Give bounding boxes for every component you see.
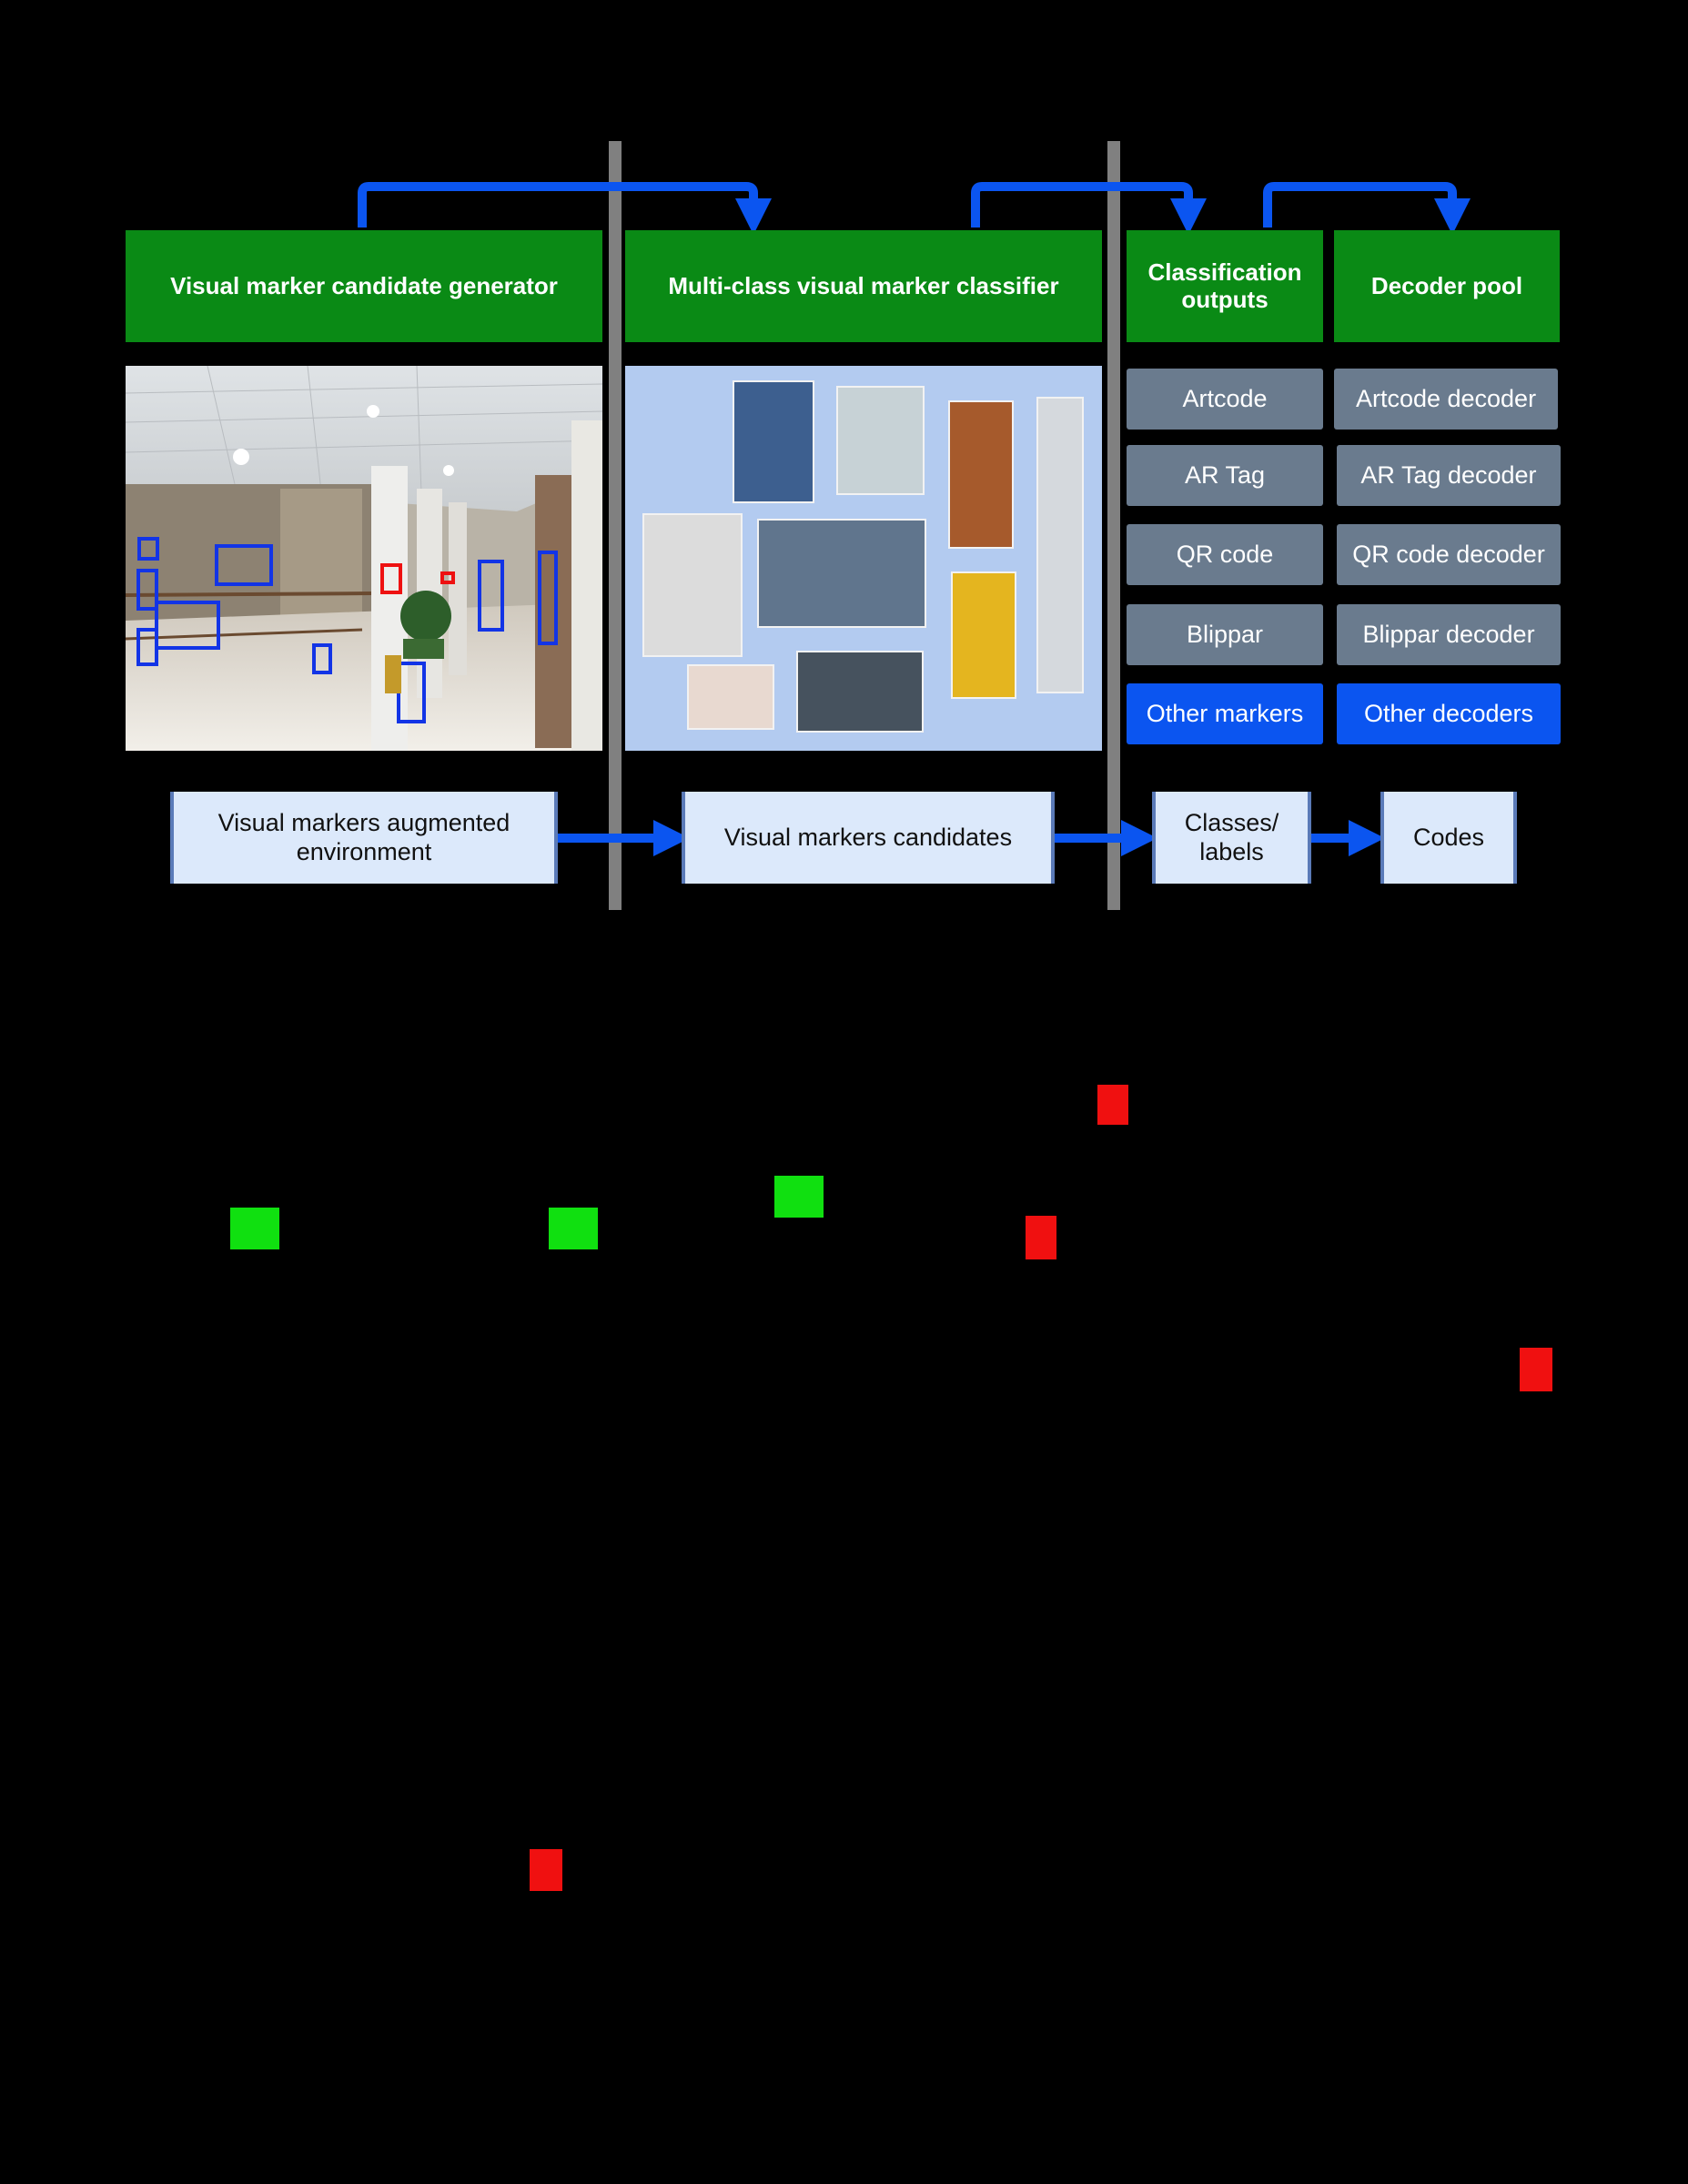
flow-candidates: Visual markers candidates xyxy=(682,792,1055,884)
divider-left xyxy=(609,141,622,910)
decoder-blippar: Blippar decoder xyxy=(1337,604,1561,665)
class-qr-code: QR code xyxy=(1127,524,1323,585)
bracket-arrow-generator-to-classifier xyxy=(358,182,772,235)
decoder-other: Other decoders xyxy=(1337,683,1561,744)
bracket-arrow-outputs-to-decoders xyxy=(1263,182,1471,235)
class-blippar: Blippar xyxy=(1127,604,1323,665)
flow-codes: Codes xyxy=(1380,792,1517,884)
green-marker-tag xyxy=(774,1176,824,1218)
green-marker-tag xyxy=(549,1208,598,1249)
candidate-mural-photo xyxy=(796,651,924,733)
candidate-small-poster xyxy=(687,664,774,730)
decoder-artcode: Artcode decoder xyxy=(1334,369,1558,430)
candidate-green-placard xyxy=(948,400,1014,549)
candidate-collage xyxy=(625,366,1102,751)
divider-right xyxy=(1107,141,1120,910)
red-marker-tag xyxy=(1097,1085,1128,1125)
flow-classes-labels: Classes/ labels xyxy=(1152,792,1311,884)
flow-environment: Visual markers augmented environment xyxy=(170,792,558,884)
class-other-markers: Other markers xyxy=(1127,683,1323,744)
candidate-sign-blue xyxy=(733,380,814,503)
decoder-qr-code: QR code decoder xyxy=(1337,524,1561,585)
red-marker-tag xyxy=(530,1849,562,1891)
candidate-tall-banner xyxy=(1036,397,1084,693)
candidate-building-photo xyxy=(757,519,926,628)
candidate-wet-floor-sign xyxy=(951,571,1016,699)
candidate-card-penguins xyxy=(642,513,743,657)
header-decoder-pool: Decoder pool xyxy=(1334,230,1560,342)
class-artcode: Artcode xyxy=(1127,369,1323,430)
red-marker-tag xyxy=(1026,1216,1056,1259)
red-marker-tag xyxy=(1520,1348,1552,1391)
corridor-photo xyxy=(126,366,602,751)
candidate-poster-panel xyxy=(836,386,925,495)
bracket-arrow-classifier-to-outputs xyxy=(971,182,1207,235)
header-classification-outputs: Classification outputs xyxy=(1127,230,1323,342)
header-marker-classifier: Multi-class visual marker classifier xyxy=(625,230,1102,342)
class-artag: AR Tag xyxy=(1127,445,1323,506)
green-marker-tag xyxy=(230,1208,279,1249)
header-candidate-generator: Visual marker candidate generator xyxy=(126,230,602,342)
decoder-artag: AR Tag decoder xyxy=(1337,445,1561,506)
